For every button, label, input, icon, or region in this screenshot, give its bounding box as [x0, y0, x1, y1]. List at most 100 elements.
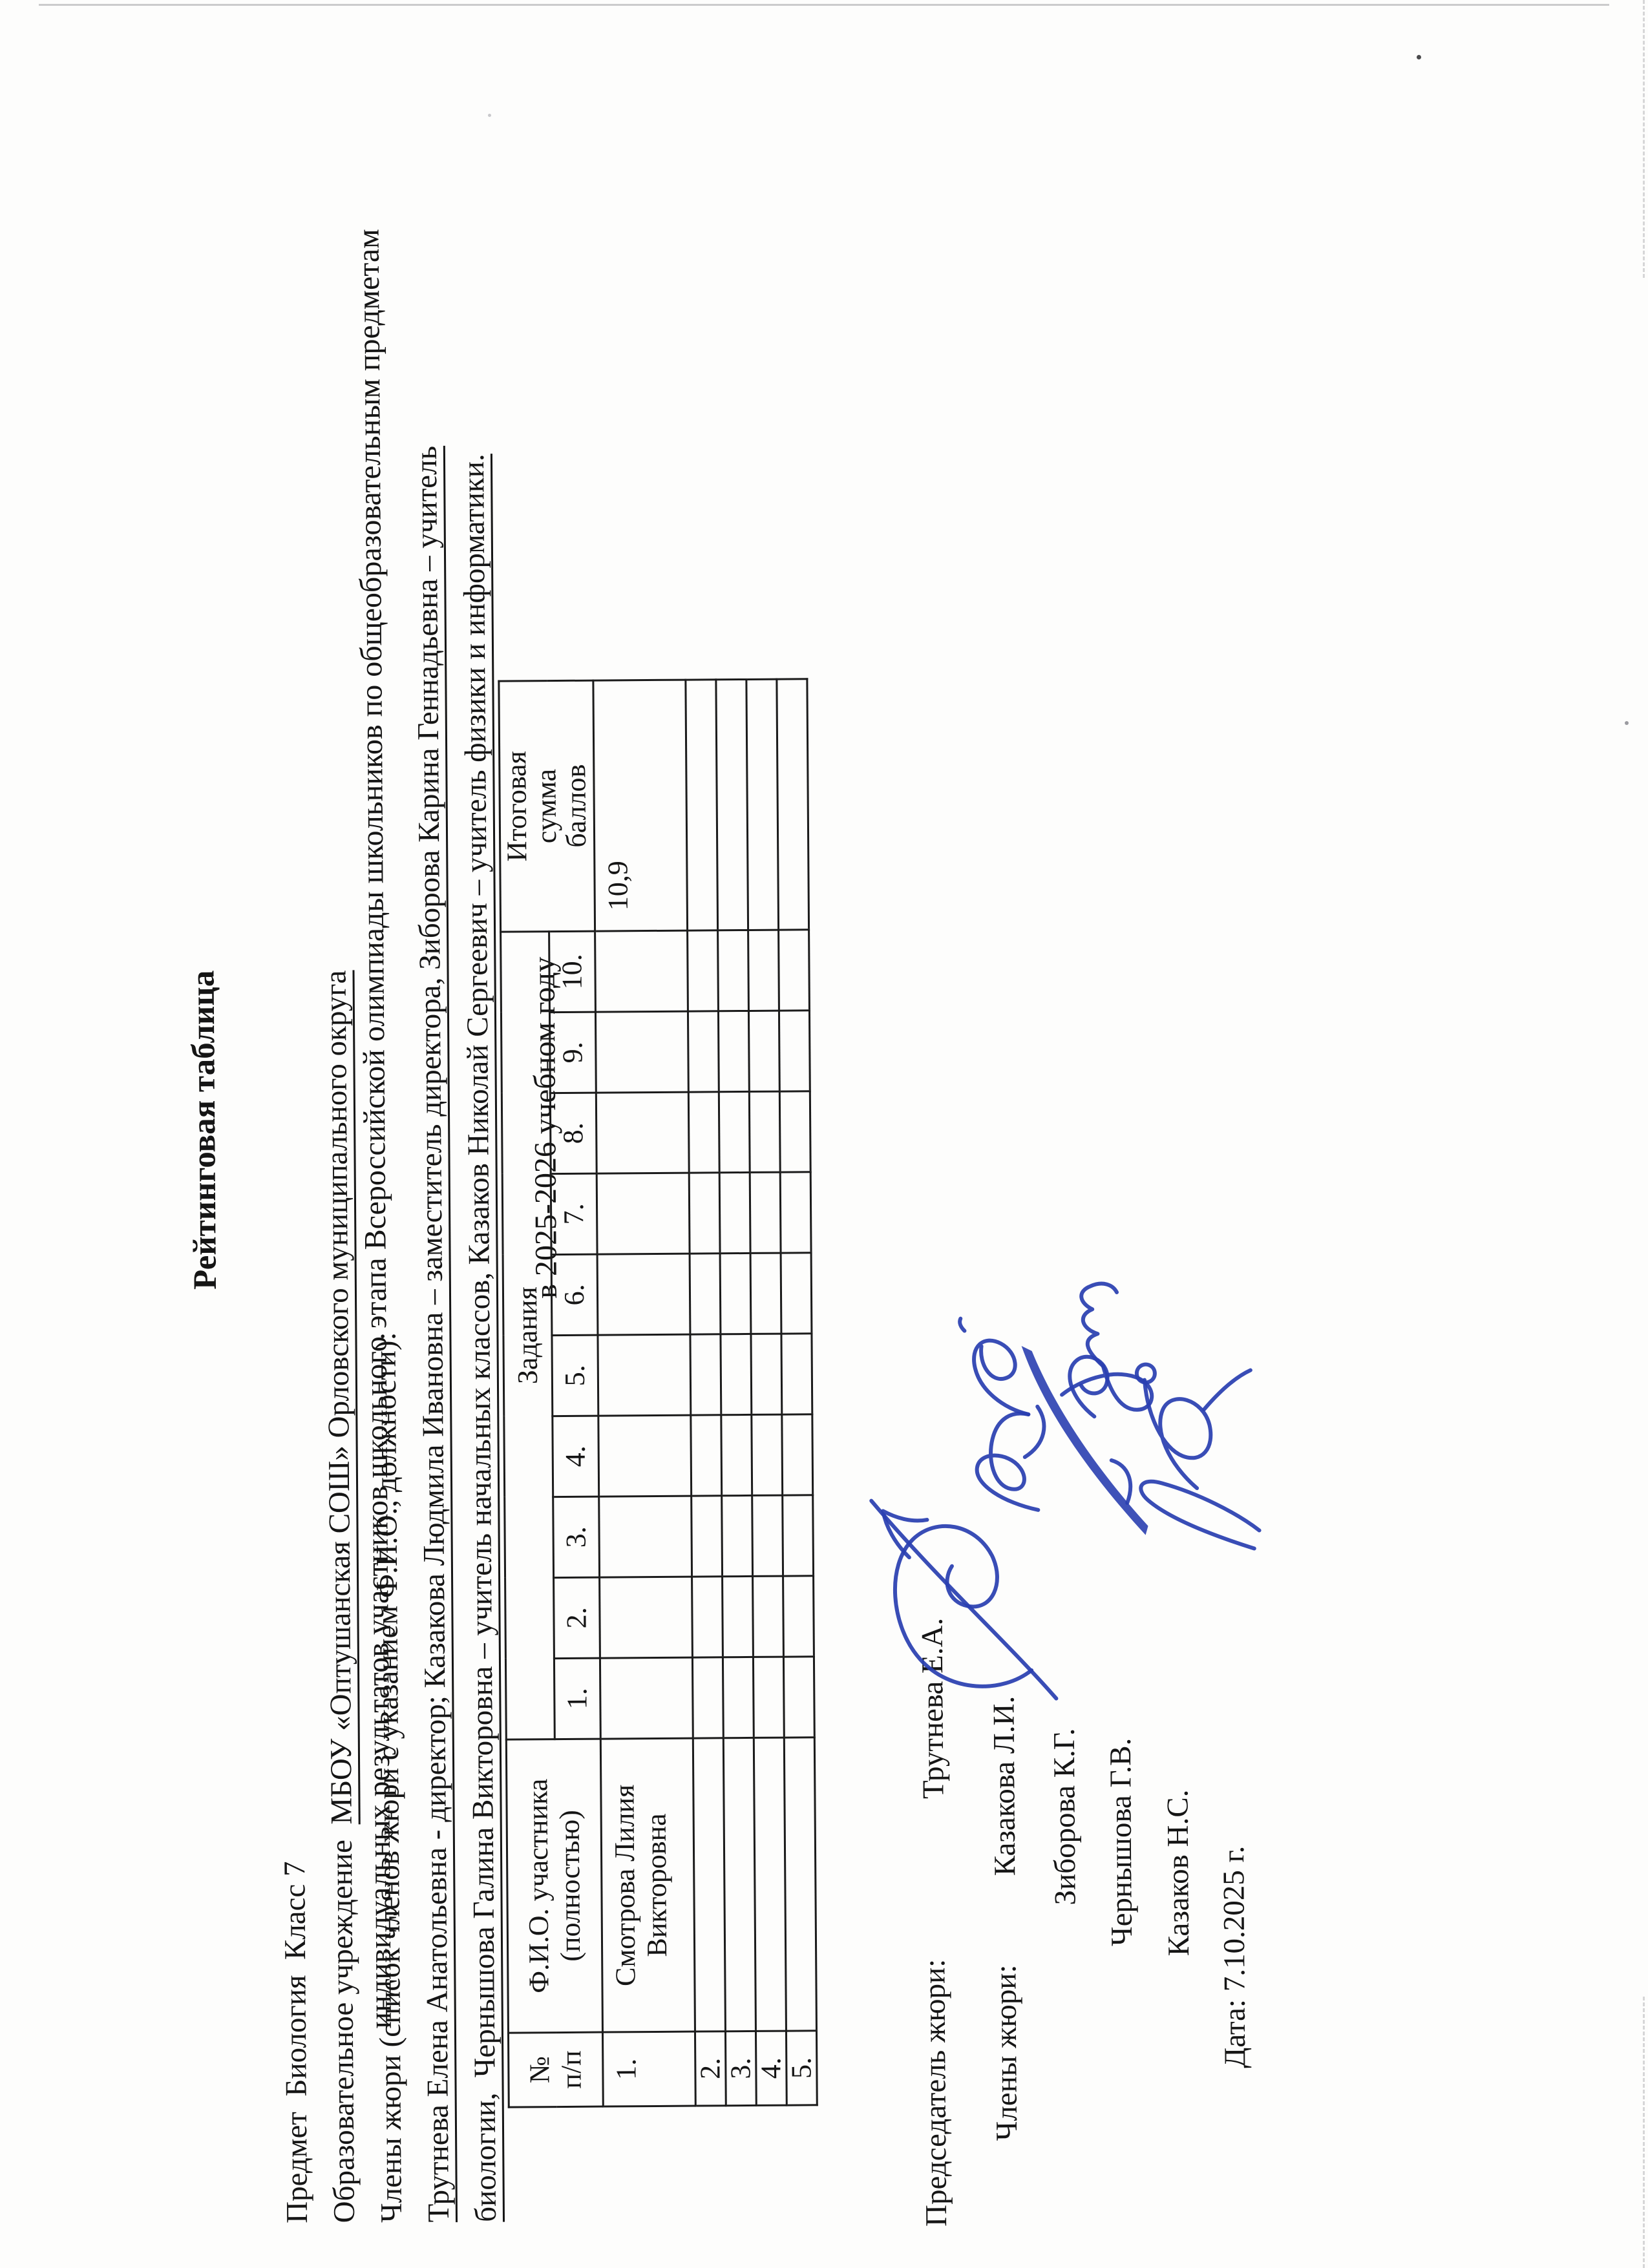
jury-member-signature-row: Чернышова Г.В. — [1091, 0, 1146, 2258]
row-number-cell: 4. — [755, 2031, 787, 2106]
task-score-cell — [748, 1011, 779, 1092]
task-score-cell — [778, 929, 810, 1011]
task-score-cell — [750, 1253, 781, 1334]
task-score-cell — [749, 1172, 781, 1254]
task-col-header: 3. — [553, 1496, 600, 1578]
row-number-cell: 1. — [602, 2032, 695, 2107]
task-score-cell — [595, 930, 688, 1013]
task-col-header: 6. — [551, 1254, 598, 1336]
task-score-cell — [779, 1171, 811, 1254]
task-score-cell — [718, 1091, 750, 1173]
task-score-cell — [692, 1657, 723, 1739]
col-header-fio: Ф.И.О. участника (полностью) — [506, 1739, 603, 2033]
task-score-cell — [722, 1576, 753, 1657]
date-value: Дата: 7.10.2025 г. — [1216, 1845, 1252, 2068]
page-title: Рейтинговая таблица — [185, 970, 224, 1290]
task-col-header: 2. — [553, 1577, 600, 1659]
chairman-label: Председатель жюри: — [918, 1958, 954, 2227]
chairman-name: Трутнева Е.А. — [915, 1617, 951, 1800]
col-header-num-line1: № — [523, 2056, 556, 2084]
task-col-header: 1. — [554, 1658, 600, 1739]
task-score-cell — [781, 1414, 813, 1496]
task-score-cell — [597, 1334, 691, 1416]
date-row: Дата: 7.10.2025 г. — [1203, 0, 1258, 2257]
jury-member-signature-row: Зиборова К.Г. — [1035, 0, 1090, 2258]
member-name: Казакова Л.И. — [987, 1696, 1022, 1876]
total-score-cell — [776, 678, 809, 930]
institution-value: МБОУ «Оптушанская СОШ» Орловского муници… — [319, 970, 359, 1825]
task-score-cell — [717, 930, 749, 1011]
jury-intro-line: Члены жюри (список членов жюри с указани… — [368, 1332, 409, 2223]
table-row: 1. Смотрова Лилия Викторовна 10,9 — [593, 680, 695, 2107]
participant-name-cell: Смотрова Лилия Викторовна — [600, 1738, 695, 2033]
task-score-cell — [691, 1495, 723, 1577]
scanner-edge-artifact-right — [1643, 0, 1645, 278]
task-score-cell — [689, 1253, 721, 1335]
institution-label: Образовательное учреждение — [324, 1824, 362, 2223]
task-score-cell — [598, 1415, 692, 1497]
task-score-cell — [597, 1254, 690, 1336]
jury-member-signature-row: Казаков Н.С. — [1148, 0, 1203, 2258]
task-score-cell — [690, 1414, 722, 1496]
col-header-tasks: Задания — [500, 931, 555, 1740]
task-score-cell — [599, 1657, 693, 1739]
col-header-fio-line2: (полностью) — [553, 1809, 587, 1962]
col-header-total: Итоговая сумма баллов — [498, 680, 595, 932]
col-header-total-line3: баллов — [560, 764, 593, 848]
task-score-cell — [752, 1576, 783, 1657]
task-score-cell — [782, 1495, 814, 1577]
task-score-cell — [783, 1575, 814, 1657]
task-score-cell — [718, 1011, 749, 1092]
rating-table: № п/п Ф.И.О. участника (полностью) Задан… — [498, 678, 818, 2108]
jury-member-signature-row: Члены жюри: Казакова Л.И. — [975, 0, 1030, 2258]
row-number-cell: 3. — [725, 2031, 756, 2106]
task-score-cell — [688, 1172, 720, 1254]
task-col-header: 7. — [551, 1173, 597, 1255]
task-score-cell — [719, 1172, 750, 1254]
member-name: Чернышова Г.В. — [1103, 1738, 1139, 1947]
task-score-cell — [598, 1496, 692, 1578]
task-score-cell — [779, 1091, 810, 1173]
member-name: Зиборова К.Г. — [1047, 1728, 1083, 1906]
subject-line: Предмет Биология Класс 7 — [278, 1861, 315, 2224]
participant-name-cell — [783, 1737, 817, 2032]
participant-name-cell — [753, 1738, 787, 2032]
participant-name-cell — [692, 1738, 726, 2032]
task-score-cell — [751, 1414, 783, 1496]
total-score-cell — [685, 679, 718, 931]
col-header-total-line1: Итоговая — [500, 751, 533, 862]
task-score-cell — [748, 1091, 780, 1173]
total-score-cell — [715, 679, 748, 930]
task-score-cell — [780, 1252, 812, 1334]
task-score-cell — [688, 1011, 719, 1093]
task-col-header: 5. — [551, 1335, 598, 1416]
task-col-header: 10. — [549, 931, 596, 1013]
scan-speck — [1417, 55, 1421, 59]
task-score-cell — [750, 1334, 782, 1415]
task-score-cell — [692, 1576, 723, 1658]
participant-name-line1: Смотрова Лилия — [607, 1784, 642, 1987]
scanner-edge-artifact-right — [1643, 1997, 1645, 2268]
task-score-cell — [688, 1091, 719, 1173]
scan-speck — [488, 114, 491, 117]
task-col-header: 9. — [549, 1012, 596, 1093]
task-score-cell — [748, 930, 779, 1011]
member-name: Казаков Н.С. — [1161, 1789, 1196, 1957]
task-col-header: 4. — [552, 1416, 599, 1497]
task-score-cell — [595, 1011, 688, 1093]
task-score-cell — [752, 1495, 783, 1577]
col-header-num: № п/п — [508, 2032, 603, 2108]
task-score-cell — [721, 1495, 753, 1577]
task-score-cell — [722, 1657, 754, 1738]
task-score-cell — [599, 1577, 692, 1659]
chairman-signature-row: Председатель жюри: Трутнева Е.А. — [903, 0, 958, 2259]
task-score-cell — [779, 1010, 810, 1092]
total-score-cell — [746, 679, 779, 930]
task-col-header: 8. — [550, 1093, 597, 1174]
task-score-cell — [752, 1657, 784, 1738]
task-score-cell — [595, 1092, 689, 1174]
table-header-row-1: № п/п Ф.И.О. участника (полностью) Задан… — [498, 680, 603, 2108]
members-label: Члены жюри: — [989, 1964, 1024, 2141]
total-score-cell: 10,9 — [593, 680, 688, 932]
